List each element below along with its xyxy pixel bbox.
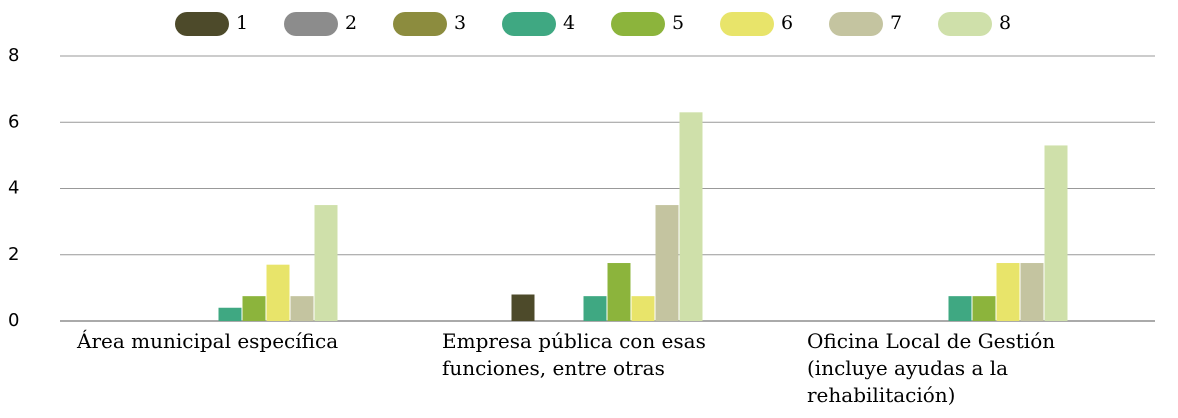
bar	[1020, 263, 1044, 321]
legend-label: 1	[236, 12, 248, 34]
legend-swatch	[611, 12, 665, 36]
y-tick-label: 4	[8, 178, 19, 199]
bar	[583, 296, 607, 321]
bar	[948, 296, 972, 321]
legend-label: 5	[672, 12, 684, 34]
bar	[511, 294, 535, 321]
bar	[218, 307, 242, 321]
x-tick-label: Empresa pública con esas funciones, entr…	[442, 329, 706, 380]
y-tick-label: 0	[8, 310, 19, 331]
legend-label: 3	[454, 12, 466, 34]
legend-swatch	[502, 12, 556, 36]
x-tick-label: Oficina Local de Gestión (incluye ayudas…	[807, 329, 1056, 407]
legend-label: 8	[999, 12, 1011, 34]
y-tick-label: 6	[8, 111, 19, 132]
bar	[996, 263, 1020, 321]
legend-swatch	[393, 12, 447, 36]
bar	[242, 296, 266, 321]
legend-label: 2	[345, 12, 357, 34]
legend-swatch	[829, 12, 883, 36]
legend-swatch	[175, 12, 229, 36]
bar	[1044, 145, 1068, 321]
y-tick-label: 2	[8, 244, 19, 265]
x-tick-label: Área municipal específica	[77, 329, 339, 353]
legend-swatch	[284, 12, 338, 36]
bar	[314, 205, 338, 321]
bar	[972, 296, 996, 321]
y-tick-label: 8	[8, 45, 19, 66]
bar	[607, 263, 631, 321]
bar	[679, 112, 703, 321]
bar	[266, 264, 290, 321]
legend-swatch	[938, 12, 992, 36]
bar	[290, 296, 314, 321]
bar	[631, 296, 655, 321]
legend-swatch	[720, 12, 774, 36]
legend-label: 6	[781, 12, 793, 34]
legend-label: 4	[563, 12, 575, 34]
bar	[655, 205, 679, 321]
legend-label: 7	[890, 12, 902, 34]
